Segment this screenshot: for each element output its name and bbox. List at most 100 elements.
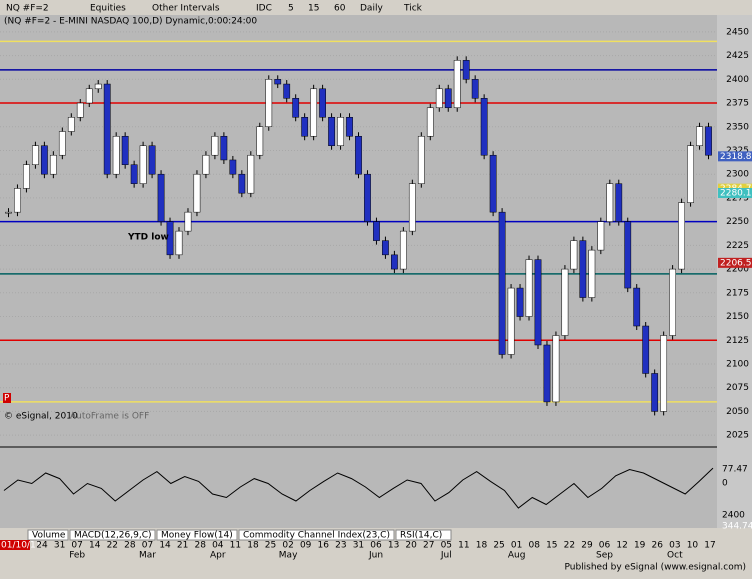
candle-body: [687, 145, 694, 203]
x-tick-label: 24: [36, 541, 48, 551]
candle-body: [660, 335, 668, 412]
annotation: AutoFrame is OFF: [70, 412, 149, 422]
toolbar-items: NQ #F=2 Equities Other Intervals IDC 5 15 60 Da…: [6, 4, 423, 14]
candle-body: [85, 88, 93, 104]
annotation: YTD low: [127, 233, 169, 243]
candle-body: [489, 154, 497, 213]
month-label: Mar: [139, 551, 156, 561]
candle-body: [220, 135, 228, 161]
tab-label[interactable]: Commodity Channel Index(23,C): [243, 531, 390, 541]
x-tick-label: 11: [458, 541, 469, 551]
month-label: Sep: [596, 551, 613, 561]
candle-body: [76, 102, 84, 118]
footer: Published by eSignal (www.esignal.com): [564, 563, 746, 573]
x-tick-label: 09: [300, 541, 312, 551]
month-label: Aug: [508, 551, 526, 561]
y-tick-label: 2325: [726, 146, 749, 156]
y-tick-label: 2200: [726, 265, 749, 275]
tab[interactable]: [395, 529, 452, 541]
candle-body: [624, 221, 632, 289]
candle-body: [435, 88, 443, 109]
candle-body: [229, 159, 237, 175]
tab-label[interactable]: MACD(12,26,9,C): [74, 531, 152, 541]
candle-body: [391, 254, 398, 270]
month-label: Oct: [667, 551, 683, 561]
chart: 2025205020752100212521502175220022252250…: [0, 27, 752, 561]
candle-body: [32, 145, 39, 165]
candle-body: [256, 126, 264, 156]
month-label: Apr: [210, 551, 226, 561]
candle-body: [328, 117, 335, 146]
candle-body: [633, 287, 641, 327]
tab[interactable]: [156, 529, 238, 541]
y-tick-label: 2300: [726, 170, 749, 180]
candle-body: [408, 183, 416, 232]
toolbar-item[interactable]: Equities: [90, 4, 126, 14]
x-tick-label: 25: [493, 541, 504, 551]
x-tick-label: 13: [388, 541, 399, 551]
candle-body: [112, 135, 120, 175]
candle-body: [274, 79, 282, 85]
x-tick-label: 28: [124, 541, 136, 551]
x-tick-label: 10: [687, 541, 699, 551]
y-tick-label: 2400: [726, 75, 749, 85]
toolbar-item[interactable]: 15: [308, 4, 319, 14]
tab-label[interactable]: Volume: [32, 531, 66, 541]
x-tick-label: 26: [652, 541, 664, 551]
candle-body: [579, 240, 587, 298]
indicator-label: 0: [722, 479, 728, 489]
x-tick-label: 17: [704, 541, 715, 551]
candle-body: [175, 230, 183, 256]
candle-body: [121, 135, 129, 165]
indicator-label: 344.74: [722, 522, 752, 532]
tab[interactable]: [27, 529, 69, 541]
x-tick-label: 14: [159, 541, 171, 551]
candle-body: [552, 335, 560, 403]
toolbar-item[interactable]: IDC: [256, 4, 272, 14]
candle-body: [310, 88, 318, 137]
candle-body: [283, 83, 291, 99]
axis-bg: [717, 15, 752, 528]
y-tick-label: 2125: [726, 336, 749, 346]
candle-body: [40, 145, 48, 175]
candle-body: [139, 145, 147, 184]
x-tick-label: 15: [546, 541, 557, 551]
tab-label[interactable]: Money Flow(14): [161, 531, 233, 541]
annotation: © eSignal, 2010: [4, 412, 78, 422]
tab[interactable]: [238, 529, 395, 541]
x-tick-label: 08: [528, 541, 540, 551]
candle-body: [301, 117, 309, 137]
x-tick-label: 29: [581, 541, 593, 551]
toolbar-item[interactable]: 60: [334, 4, 346, 14]
tab[interactable]: [69, 529, 156, 541]
candle-body: [67, 117, 75, 132]
price-tag: [718, 151, 752, 162]
y-tick-label: 2225: [726, 241, 749, 251]
toolbar-item[interactable]: Daily: [360, 4, 383, 14]
tab-label[interactable]: RSI(14,C): [400, 531, 442, 541]
x-tick-label: 02: [282, 541, 293, 551]
toolbar-item[interactable]: Other Intervals: [152, 4, 220, 14]
annotation: P: [4, 394, 10, 404]
candle-body: [49, 154, 57, 175]
price-tag-label: 2280.17: [720, 189, 752, 199]
price-tag-label: 2206.58: [720, 258, 752, 268]
toolbar: [0, 0, 752, 15]
toolbar-item[interactable]: Tick: [403, 4, 423, 14]
candle-body: [23, 164, 30, 189]
candle-body: [247, 154, 255, 194]
candle-body: [525, 259, 533, 317]
candle-body: [444, 88, 452, 109]
month-label: Feb: [69, 551, 85, 561]
price-tag: [718, 188, 752, 199]
candle-body: [382, 240, 389, 256]
toolbar-item[interactable]: 5: [288, 4, 294, 14]
candle-body: [453, 60, 461, 109]
y-tick-label: 2150: [726, 312, 749, 322]
candle-body: [498, 211, 506, 355]
candle-body: [355, 135, 362, 175]
candle-body: [534, 259, 542, 346]
candle-body: [319, 88, 326, 118]
month-label: Jun: [368, 551, 383, 561]
x-tick-label: 01: [511, 541, 522, 551]
